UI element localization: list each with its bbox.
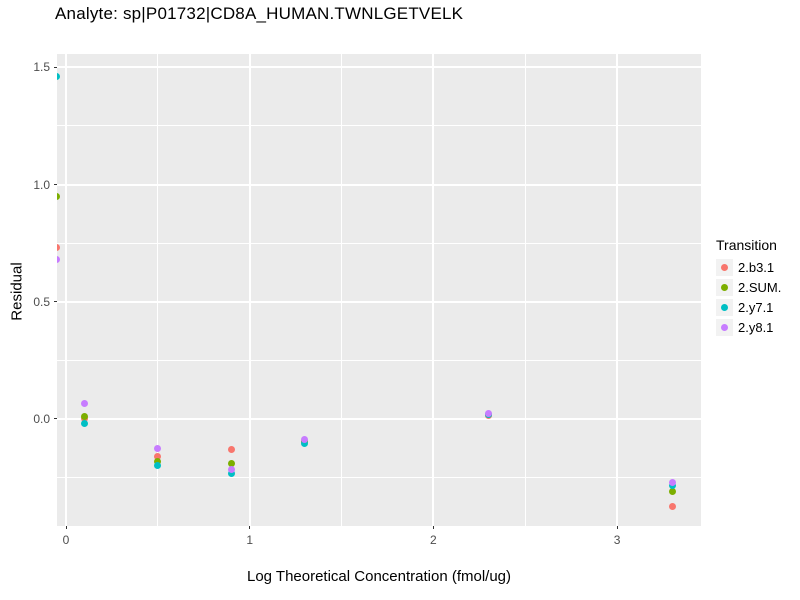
data-point-2SUM <box>668 488 676 496</box>
data-point-2b31 <box>668 503 676 511</box>
gridline-major-vertical <box>248 54 251 526</box>
legend-key <box>716 299 733 316</box>
legend-item-2b31: 2.b3.1 <box>716 259 781 276</box>
y-tick-label: 0.5 <box>33 294 50 309</box>
y-axis-tick <box>54 418 57 420</box>
data-point-2y81 <box>57 256 61 264</box>
data-point-2y71 <box>154 462 162 470</box>
legend-key <box>716 279 733 296</box>
legend-title: Transition <box>716 237 777 253</box>
data-point-2y71 <box>301 440 309 447</box>
y-axis-tick <box>54 184 57 186</box>
data-point-2y71 <box>80 420 88 428</box>
legend-item-2SUM: 2.SUM. <box>716 279 781 296</box>
y-tick-label: 1.5 <box>33 60 50 75</box>
data-point-2b31 <box>154 452 162 460</box>
data-point-2y71 <box>668 482 676 490</box>
gridline-minor-horizontal <box>57 125 701 127</box>
data-point-2b31 <box>227 445 235 453</box>
x-axis-tick <box>65 526 67 529</box>
data-point-2y81 <box>484 409 492 417</box>
legend-item-label: 2.b3.1 <box>738 260 775 275</box>
x-tick-label: 3 <box>613 533 621 547</box>
legend-dot-icon <box>721 324 728 331</box>
x-axis-tick <box>432 526 434 529</box>
legend-item-label: 2.SUM. <box>738 280 782 295</box>
legend: Transition 2.b3.1 2.SUM. 2.y7.1 2.y8.1 <box>716 237 781 339</box>
legend-dot-icon <box>721 304 728 311</box>
y-tick-label: 1.0 <box>33 177 50 192</box>
gridline-major-vertical <box>616 54 619 526</box>
gridline-minor-horizontal <box>57 476 701 478</box>
legend-key <box>716 259 733 276</box>
x-tick-label: 0 <box>62 533 70 547</box>
data-point-2y81 <box>301 436 309 444</box>
legend-item-label: 2.y7.1 <box>738 300 774 315</box>
legend-key <box>716 319 733 336</box>
x-axis-tick <box>616 526 618 529</box>
data-point-2y81 <box>80 400 88 408</box>
plot-title: Analyte: sp|P01732|CD8A_HUMAN.TWNLGETVEL… <box>55 4 464 23</box>
data-point-2SUM <box>154 457 162 465</box>
gridline-minor-vertical <box>341 54 343 526</box>
gridline-major-horizontal <box>57 417 701 420</box>
data-point-2SUM <box>57 192 61 200</box>
y-axis-title: Residual <box>8 262 26 321</box>
gridline-minor-vertical <box>157 54 159 526</box>
x-axis-title: Log Theoretical Concentration (fmol/ug) <box>246 568 512 585</box>
gridline-major-vertical <box>432 54 435 526</box>
data-point-2y81 <box>668 478 676 486</box>
legend-dot-icon <box>721 264 728 271</box>
plot-panel <box>57 54 701 526</box>
legend-item-label: 2.y8.1 <box>738 320 774 335</box>
x-tick-label: 1 <box>246 533 254 547</box>
legend-items: 2.b3.1 2.SUM. 2.y7.1 2.y8.1 <box>716 259 781 336</box>
gridline-major-horizontal <box>57 300 701 303</box>
data-point-2b31 <box>57 244 61 252</box>
gridline-minor-horizontal <box>57 242 701 244</box>
gridline-minor-vertical <box>524 54 526 526</box>
x-tick-label: 2 <box>430 533 437 547</box>
data-point-2y71 <box>227 470 235 478</box>
legend-item-2y71: 2.y7.1 <box>716 299 781 316</box>
legend-item-2y81: 2.y8.1 <box>716 319 781 336</box>
data-point-2y81 <box>154 444 162 452</box>
data-point-2SUM <box>80 413 88 421</box>
data-point-2SUM <box>227 459 235 467</box>
gridline-minor-horizontal <box>57 359 701 361</box>
data-point-2y81 <box>227 465 235 473</box>
gridline-major-horizontal <box>57 183 701 186</box>
gridline-major-vertical <box>65 54 67 526</box>
y-axis-tick <box>54 301 57 303</box>
gridline-major-horizontal <box>57 66 701 69</box>
y-axis-tick <box>54 66 57 68</box>
data-point-2y71 <box>57 73 61 81</box>
y-tick-label: 0.0 <box>33 411 50 426</box>
legend-dot-icon <box>721 284 728 291</box>
x-axis-tick <box>249 526 251 529</box>
